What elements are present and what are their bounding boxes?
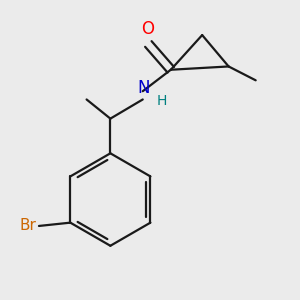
Text: O: O: [141, 20, 154, 38]
Text: H: H: [157, 94, 167, 108]
Text: N: N: [138, 79, 150, 97]
Text: Br: Br: [20, 218, 36, 233]
